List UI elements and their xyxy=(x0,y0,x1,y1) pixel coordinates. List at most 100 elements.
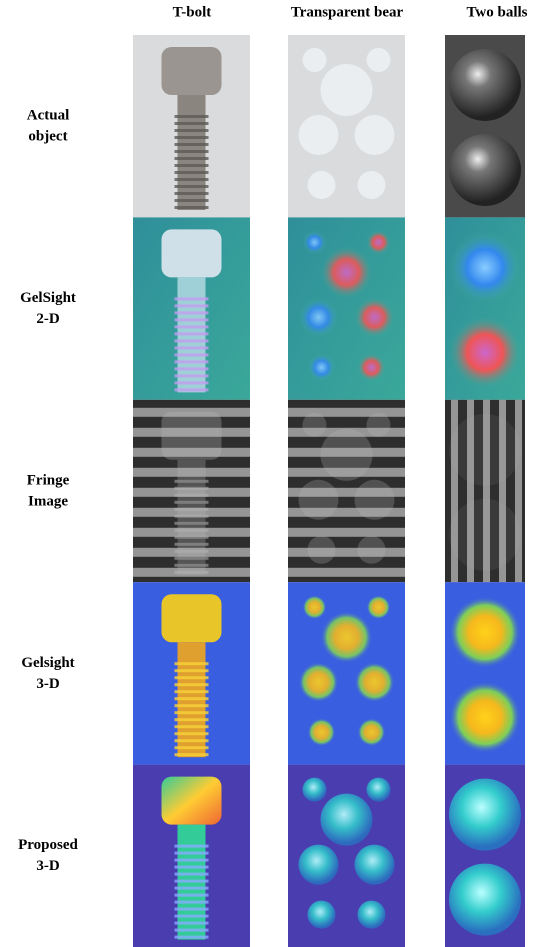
bolt-thread xyxy=(175,690,209,693)
bolt-thread xyxy=(175,318,209,321)
bear-part xyxy=(303,48,327,72)
bear-part xyxy=(367,595,391,619)
bolt-thread xyxy=(175,697,209,700)
bolt-thread xyxy=(175,346,209,349)
row-label: GelSight xyxy=(20,290,76,306)
bolt-thread xyxy=(175,929,209,932)
bolt-thread xyxy=(175,753,209,756)
ball xyxy=(449,596,521,668)
bolt-thread xyxy=(175,332,209,335)
bear-part xyxy=(367,230,391,254)
bolt-thread xyxy=(175,129,209,132)
bolt-thread xyxy=(175,894,209,897)
bolt-thread xyxy=(175,311,209,314)
fringe-stripe xyxy=(515,400,522,582)
bolt-thread xyxy=(175,501,209,504)
image-cell xyxy=(133,765,250,947)
fringe-stripe xyxy=(133,488,250,497)
fringe-stripe xyxy=(133,568,250,577)
bear-part xyxy=(355,115,395,155)
bolt-thread xyxy=(175,725,209,728)
fringe-stripe xyxy=(451,400,458,582)
bear-part xyxy=(308,353,336,381)
bolt-head xyxy=(162,777,222,825)
column-header: Two balls xyxy=(467,4,528,20)
bear-part xyxy=(308,171,336,199)
bear-part xyxy=(358,718,386,746)
bolt-thread xyxy=(175,852,209,855)
image-cell xyxy=(445,765,525,947)
bolt-thread xyxy=(175,206,209,209)
bolt-thread xyxy=(175,192,209,195)
bear-part xyxy=(355,662,395,702)
figure: T-boltTransparent bearTwo ballsActualobj… xyxy=(0,0,538,947)
fringe-stripe xyxy=(499,400,506,582)
row-label: 3-D xyxy=(36,676,59,692)
bolt-thread xyxy=(175,136,209,139)
bolt-thread xyxy=(175,374,209,377)
bear-part xyxy=(303,230,327,254)
bolt-thread xyxy=(175,297,209,300)
bolt-thread xyxy=(175,873,209,876)
fringe-stripe xyxy=(133,548,250,557)
fringe-stripe xyxy=(288,508,405,517)
bear-part xyxy=(299,845,339,885)
image-cell xyxy=(288,400,405,582)
bolt-thread xyxy=(175,360,209,363)
bolt-thread xyxy=(175,143,209,146)
bolt-thread xyxy=(175,557,209,560)
row-label: object xyxy=(28,129,67,145)
fringe-stripe xyxy=(467,400,474,582)
fringe-stripe xyxy=(288,528,405,537)
fringe-stripe xyxy=(133,508,250,517)
bolt-thread xyxy=(175,704,209,707)
bear-part xyxy=(321,246,373,298)
image-cell xyxy=(288,35,405,217)
bolt-thread xyxy=(175,859,209,862)
fringe-stripe xyxy=(288,548,405,557)
bolt-thread xyxy=(175,845,209,848)
bear-part xyxy=(367,48,391,72)
bolt-thread xyxy=(175,353,209,356)
bolt-thread xyxy=(175,199,209,202)
bolt-head xyxy=(162,594,222,642)
bolt-thread xyxy=(175,676,209,679)
fringe-stripe xyxy=(288,408,405,417)
ball xyxy=(449,316,521,388)
bolt-thread xyxy=(175,739,209,742)
fringe-stripe xyxy=(288,568,405,577)
bolt-thread xyxy=(175,936,209,939)
bear-part xyxy=(321,611,373,663)
bolt-thread xyxy=(175,887,209,890)
bear-part xyxy=(299,297,339,337)
bolt-thread xyxy=(175,522,209,525)
fringe-stripe xyxy=(133,468,250,477)
ball xyxy=(449,231,521,303)
image-cell xyxy=(133,582,250,764)
bolt-thread xyxy=(175,339,209,342)
bolt-thread xyxy=(175,115,209,118)
bear-part xyxy=(367,778,391,802)
bolt-head xyxy=(162,47,222,95)
bolt-thread xyxy=(175,746,209,749)
bear-part xyxy=(358,901,386,929)
image-cell xyxy=(288,765,405,947)
ball xyxy=(449,681,521,753)
bolt-thread xyxy=(175,922,209,925)
image-cell xyxy=(445,582,525,764)
bolt-thread xyxy=(175,178,209,181)
fringe-stripe xyxy=(133,528,250,537)
fringe-stripe xyxy=(288,468,405,477)
row-label: Gelsight xyxy=(21,655,74,671)
bear-part xyxy=(308,901,336,929)
row-label: Proposed xyxy=(18,837,78,853)
ball xyxy=(449,779,521,851)
bolt-thread xyxy=(175,683,209,686)
bear-part xyxy=(355,845,395,885)
bolt-thread xyxy=(175,304,209,307)
bolt-thread xyxy=(175,367,209,370)
fringe-stripe xyxy=(288,428,405,437)
bolt-thread xyxy=(175,662,209,665)
fringe-stripe xyxy=(133,408,250,417)
image-cell xyxy=(288,217,405,399)
